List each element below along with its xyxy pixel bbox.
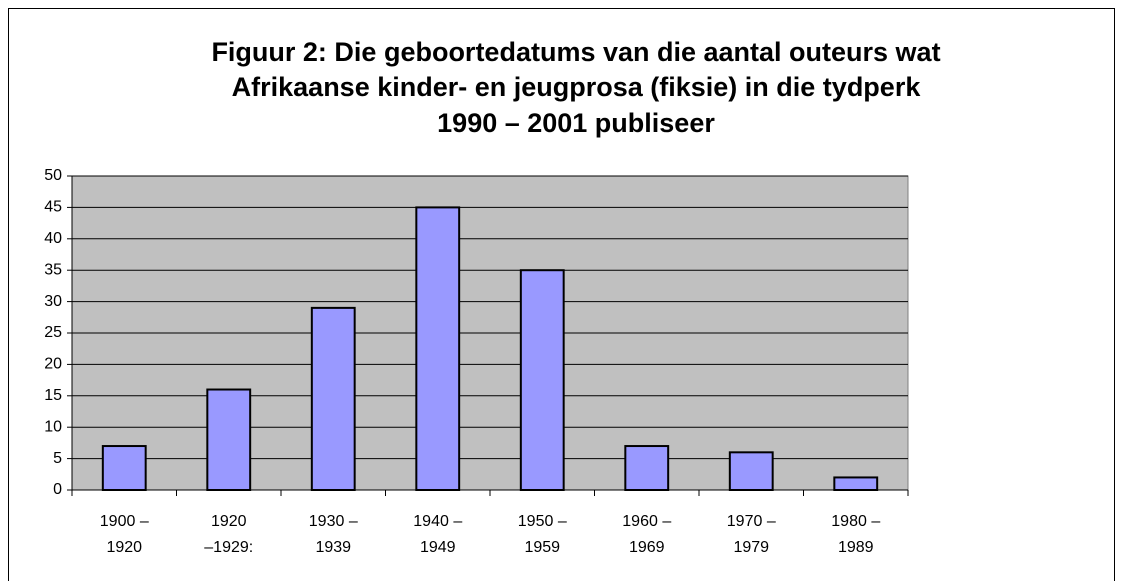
chart-title: Afrikaanse kinder- en jeugprosa (fiksie)… — [232, 72, 922, 102]
bar — [833, 476, 879, 492]
y-tick-label: 45 — [44, 199, 62, 216]
y-tick-label: 40 — [44, 230, 62, 247]
x-tick-label: 1920 –1929: — [204, 513, 253, 556]
y-tick-label: 10 — [44, 418, 62, 435]
chart-title: Figuur 2: Die geboortedatums van die aan… — [211, 37, 940, 67]
bar — [206, 388, 252, 491]
y-tick-label: 20 — [44, 356, 62, 373]
bar — [101, 445, 147, 492]
x-tick-label: 1940 –1949 — [413, 513, 462, 556]
bar — [310, 306, 356, 491]
bar — [519, 269, 565, 492]
x-tick-label: 1930 –1939 — [309, 513, 358, 556]
y-tick-label: 30 — [44, 293, 62, 310]
x-tick-label: 1970 –1979 — [727, 513, 776, 556]
x-tick-label: 1980 –1989 — [831, 513, 880, 556]
y-tick-label: 25 — [44, 324, 62, 341]
chart-title: 1990 – 2001 publiseer — [437, 108, 715, 138]
y-tick-label: 35 — [44, 261, 62, 278]
y-tick-label: 0 — [53, 481, 62, 498]
y-tick-label: 5 — [53, 450, 62, 467]
x-tick-label: 1960 –1969 — [622, 513, 671, 556]
x-tick-label: 1900 –1920 — [100, 513, 149, 556]
x-tick-label: 1950 –1959 — [518, 513, 567, 556]
y-tick-label: 50 — [44, 167, 62, 184]
y-tick-label: 15 — [44, 387, 62, 404]
bar — [624, 445, 670, 492]
bar — [728, 451, 774, 492]
bar — [415, 206, 461, 491]
